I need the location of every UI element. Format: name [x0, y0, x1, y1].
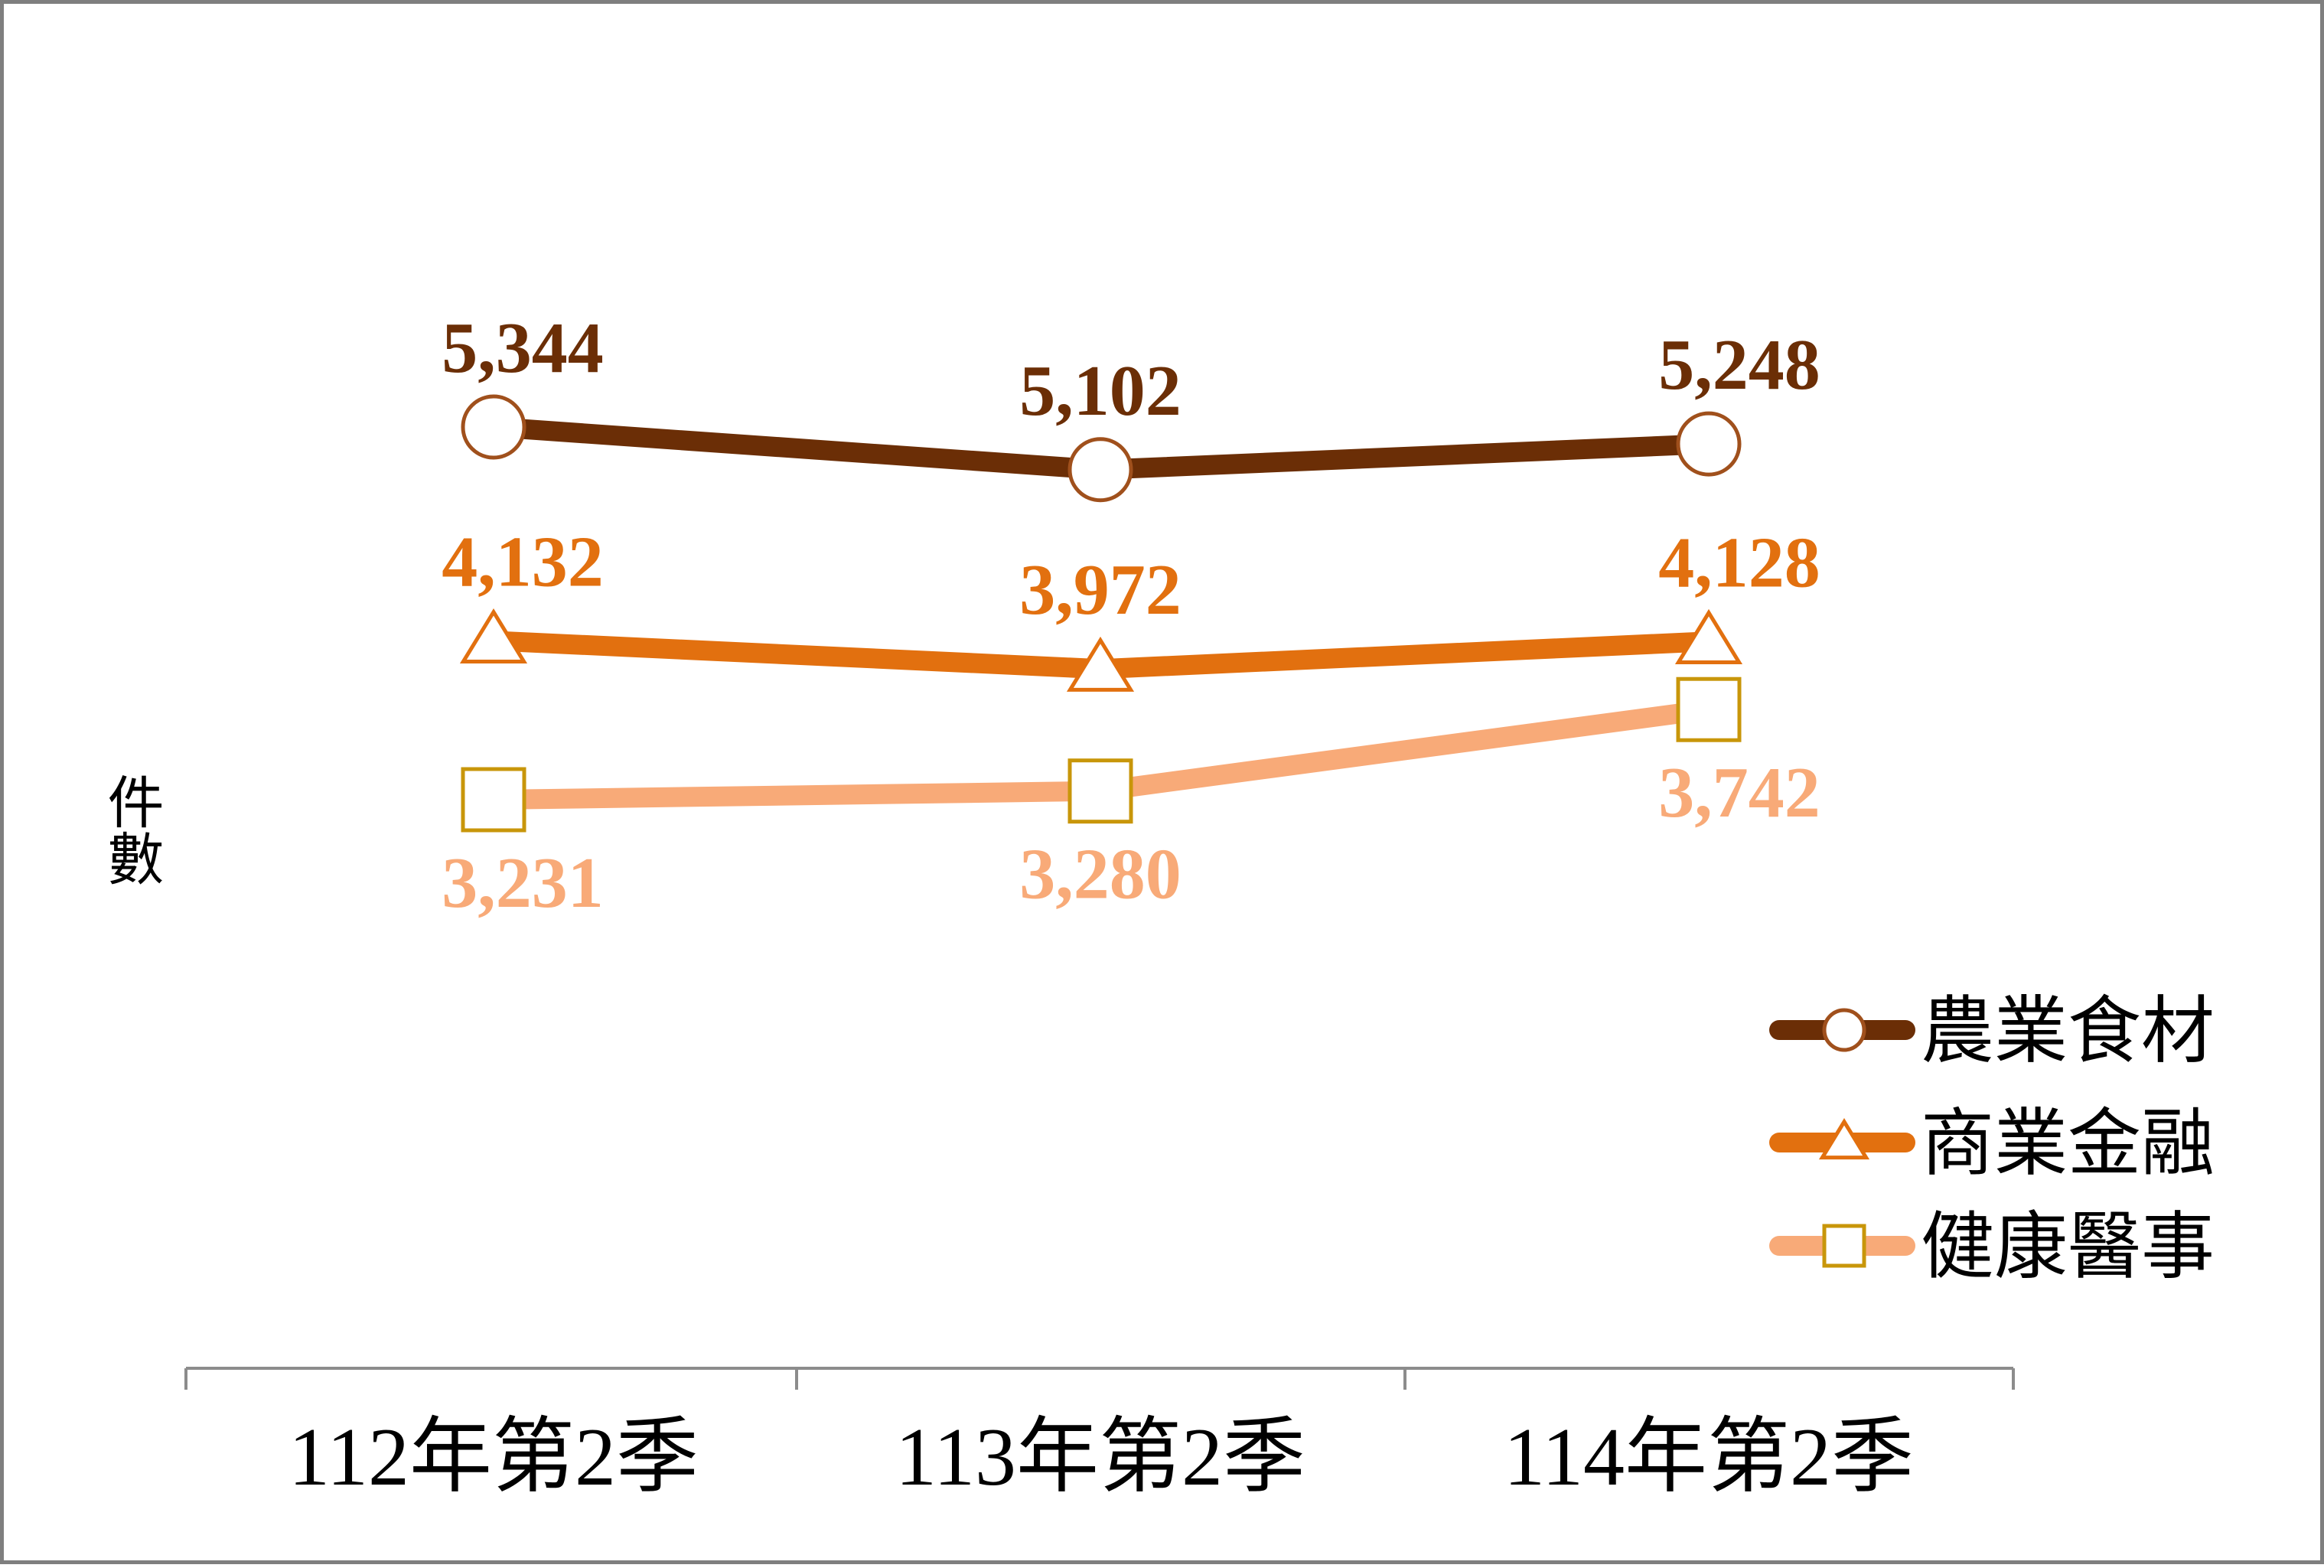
data-label: 3,742 — [1658, 753, 1820, 833]
data-label: 3,280 — [1019, 835, 1182, 914]
data-point-marker — [1676, 676, 1742, 742]
data-label: 5,344 — [442, 308, 604, 388]
legend-label: 農業食材 — [1921, 990, 2215, 1072]
data-point-marker — [461, 394, 526, 460]
data-label: 5,248 — [1658, 325, 1820, 405]
x-tick-label: 112年第2季 — [288, 1412, 699, 1503]
x-tick-label: 113年第2季 — [895, 1412, 1305, 1503]
data-label: 4,132 — [442, 522, 604, 601]
x-tick-label: 114年第2季 — [1504, 1412, 1914, 1503]
legend-marker — [1818, 1118, 1870, 1160]
legend-marker — [1822, 1008, 1866, 1052]
y-axis-title: 件數 — [99, 773, 161, 886]
data-point-marker — [1676, 411, 1742, 477]
data-point-marker — [1066, 636, 1135, 692]
data-point-marker — [459, 608, 528, 664]
data-point-marker — [1674, 608, 1743, 664]
data-label: 3,972 — [1019, 550, 1182, 630]
legend-label: 健康醫事 — [1921, 1206, 2215, 1288]
legend-label: 商業金融 — [1921, 1103, 2215, 1185]
data-label: 5,102 — [1019, 351, 1182, 431]
data-point-marker — [461, 767, 526, 833]
data-point-marker — [1067, 758, 1133, 824]
x-axis: 112年第2季 113年第2季 114年第2季 — [184, 1367, 2015, 1503]
data-labels: 5,344 5,102 5,248 4,132 3,972 4,128 3,231 3,280… — [442, 308, 1820, 923]
legend-marker — [1822, 1224, 1866, 1268]
data-label: 3,231 — [442, 843, 604, 923]
series-markers — [459, 394, 1743, 833]
line-chart: 5,344 5,102 5,248 4,132 3,972 4,128 3,231 3,280… — [184, 308, 2215, 1503]
data-label: 4,128 — [1658, 523, 1820, 602]
data-point-marker — [1067, 437, 1133, 503]
